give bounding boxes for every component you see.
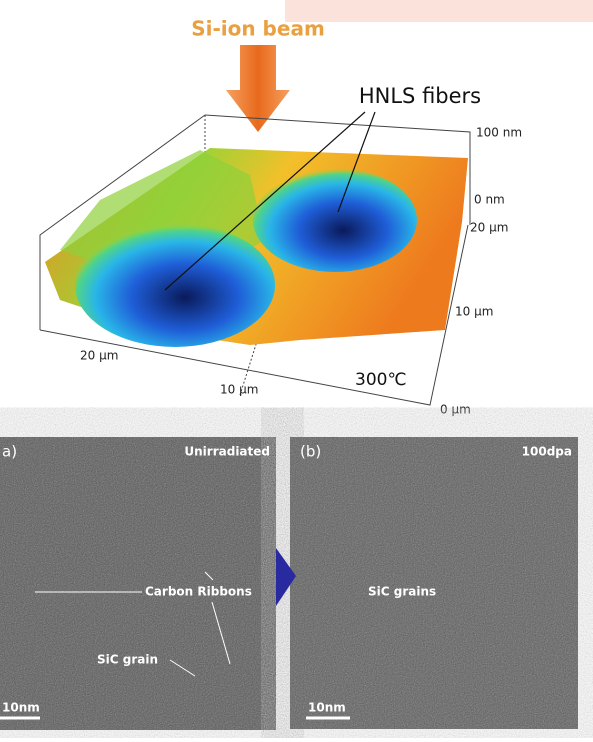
annotation: Carbon Ribbons — [145, 585, 252, 599]
figure: Si-ion beam HNLS fibers 100 nm 0 nm 20 μ… — [0, 0, 593, 738]
tem-texture — [290, 437, 578, 729]
condition: 100dpa — [522, 445, 572, 459]
fiber-pit — [75, 223, 275, 347]
fiber-label: HNLS fibers — [359, 84, 481, 108]
y-tick-label: 20 μm — [470, 221, 508, 235]
scale-label: 10nm — [308, 701, 346, 715]
header-band — [285, 0, 593, 22]
y-tick-label: 10 μm — [455, 305, 493, 319]
z-tick-label: 100 nm — [476, 126, 522, 140]
beam-arrow — [226, 45, 290, 132]
panel-label: a) — [2, 443, 17, 461]
fiber-pit — [253, 168, 417, 272]
condition: Unirradiated — [184, 445, 270, 459]
tem-texture — [0, 437, 276, 730]
x-tick-label: 10 μm — [220, 383, 258, 397]
temperature: 300℃ — [355, 370, 407, 390]
y-tick-label: 0 μm — [440, 403, 471, 417]
x-tick-label: 20 μm — [80, 349, 118, 363]
annotation: SiC grains — [368, 585, 436, 599]
annotation: SiC grain — [97, 653, 158, 667]
z-tick-label: 0 nm — [474, 193, 505, 207]
scale-label: 10nm — [2, 701, 40, 715]
beam-label: Si-ion beam — [191, 17, 325, 41]
page: {"surface_plot": {"beam_label": "Si-ion … — [0, 0, 593, 738]
panel-label: (b) — [300, 443, 321, 461]
